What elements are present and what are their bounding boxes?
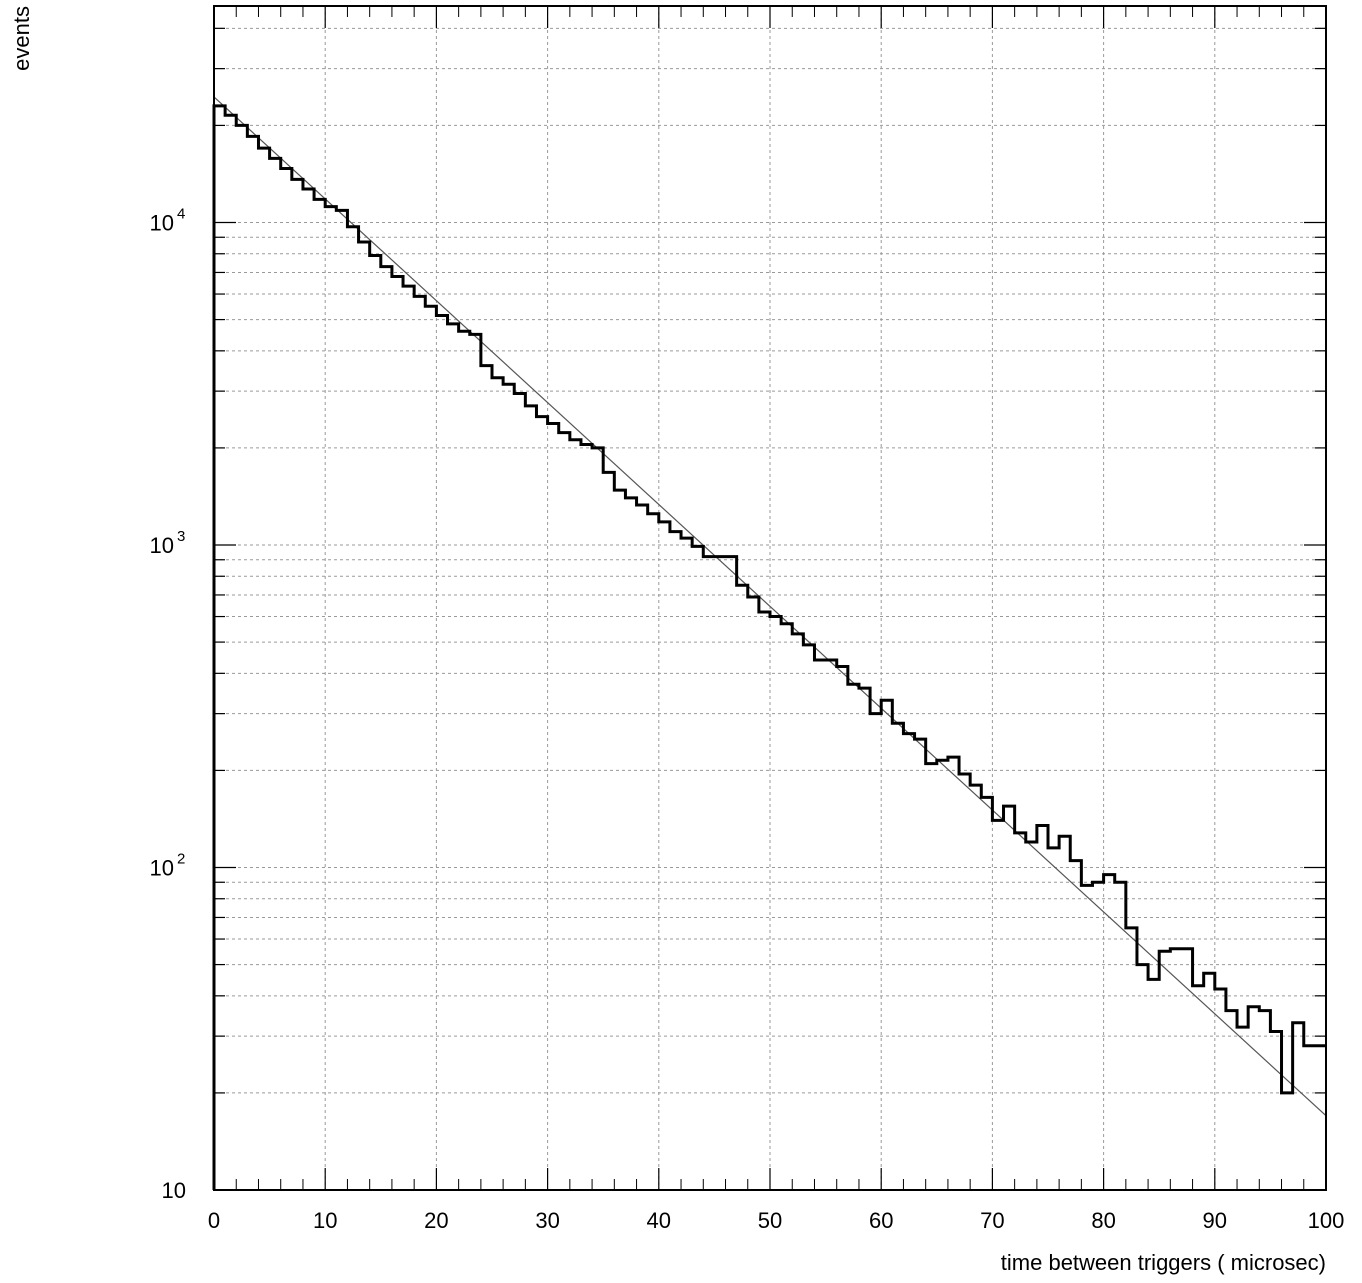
x-tick-label: 60 [869, 1208, 893, 1233]
y-tick-label: 10 [150, 533, 174, 558]
x-tick-label: 80 [1091, 1208, 1115, 1233]
axis-ticks [213, 6, 1327, 1191]
histogram [212, 104, 1326, 1190]
y-tick-label: 10 [150, 211, 174, 236]
y-tick-exponent: 3 [177, 528, 185, 545]
x-tick-labels: 0 10 20 30 40 50 60 70 80 90 100 [208, 1208, 1344, 1233]
y-axis-title: events [9, 6, 34, 71]
grid [214, 6, 1326, 1190]
y-tick-exponent: 2 [177, 851, 185, 868]
x-axis-title: time between triggers ( microsec) [1001, 1250, 1326, 1275]
x-tick-label: 100 [1308, 1208, 1345, 1233]
x-tick-label: 20 [424, 1208, 448, 1233]
x-tick-label: 30 [535, 1208, 559, 1233]
fit-line [213, 96, 1327, 1117]
y-tick-exponent: 4 [177, 206, 185, 223]
x-tick-label: 90 [1203, 1208, 1227, 1233]
x-tick-label: 50 [758, 1208, 782, 1233]
x-tick-label: 0 [208, 1208, 220, 1233]
x-tick-label: 70 [980, 1208, 1004, 1233]
y-tick-label: 10 [162, 1178, 186, 1203]
plot-frame [213, 5, 1327, 1191]
x-tick-label: 10 [313, 1208, 337, 1233]
y-tick-label: 10 [150, 856, 174, 881]
x-tick-label: 40 [647, 1208, 671, 1233]
